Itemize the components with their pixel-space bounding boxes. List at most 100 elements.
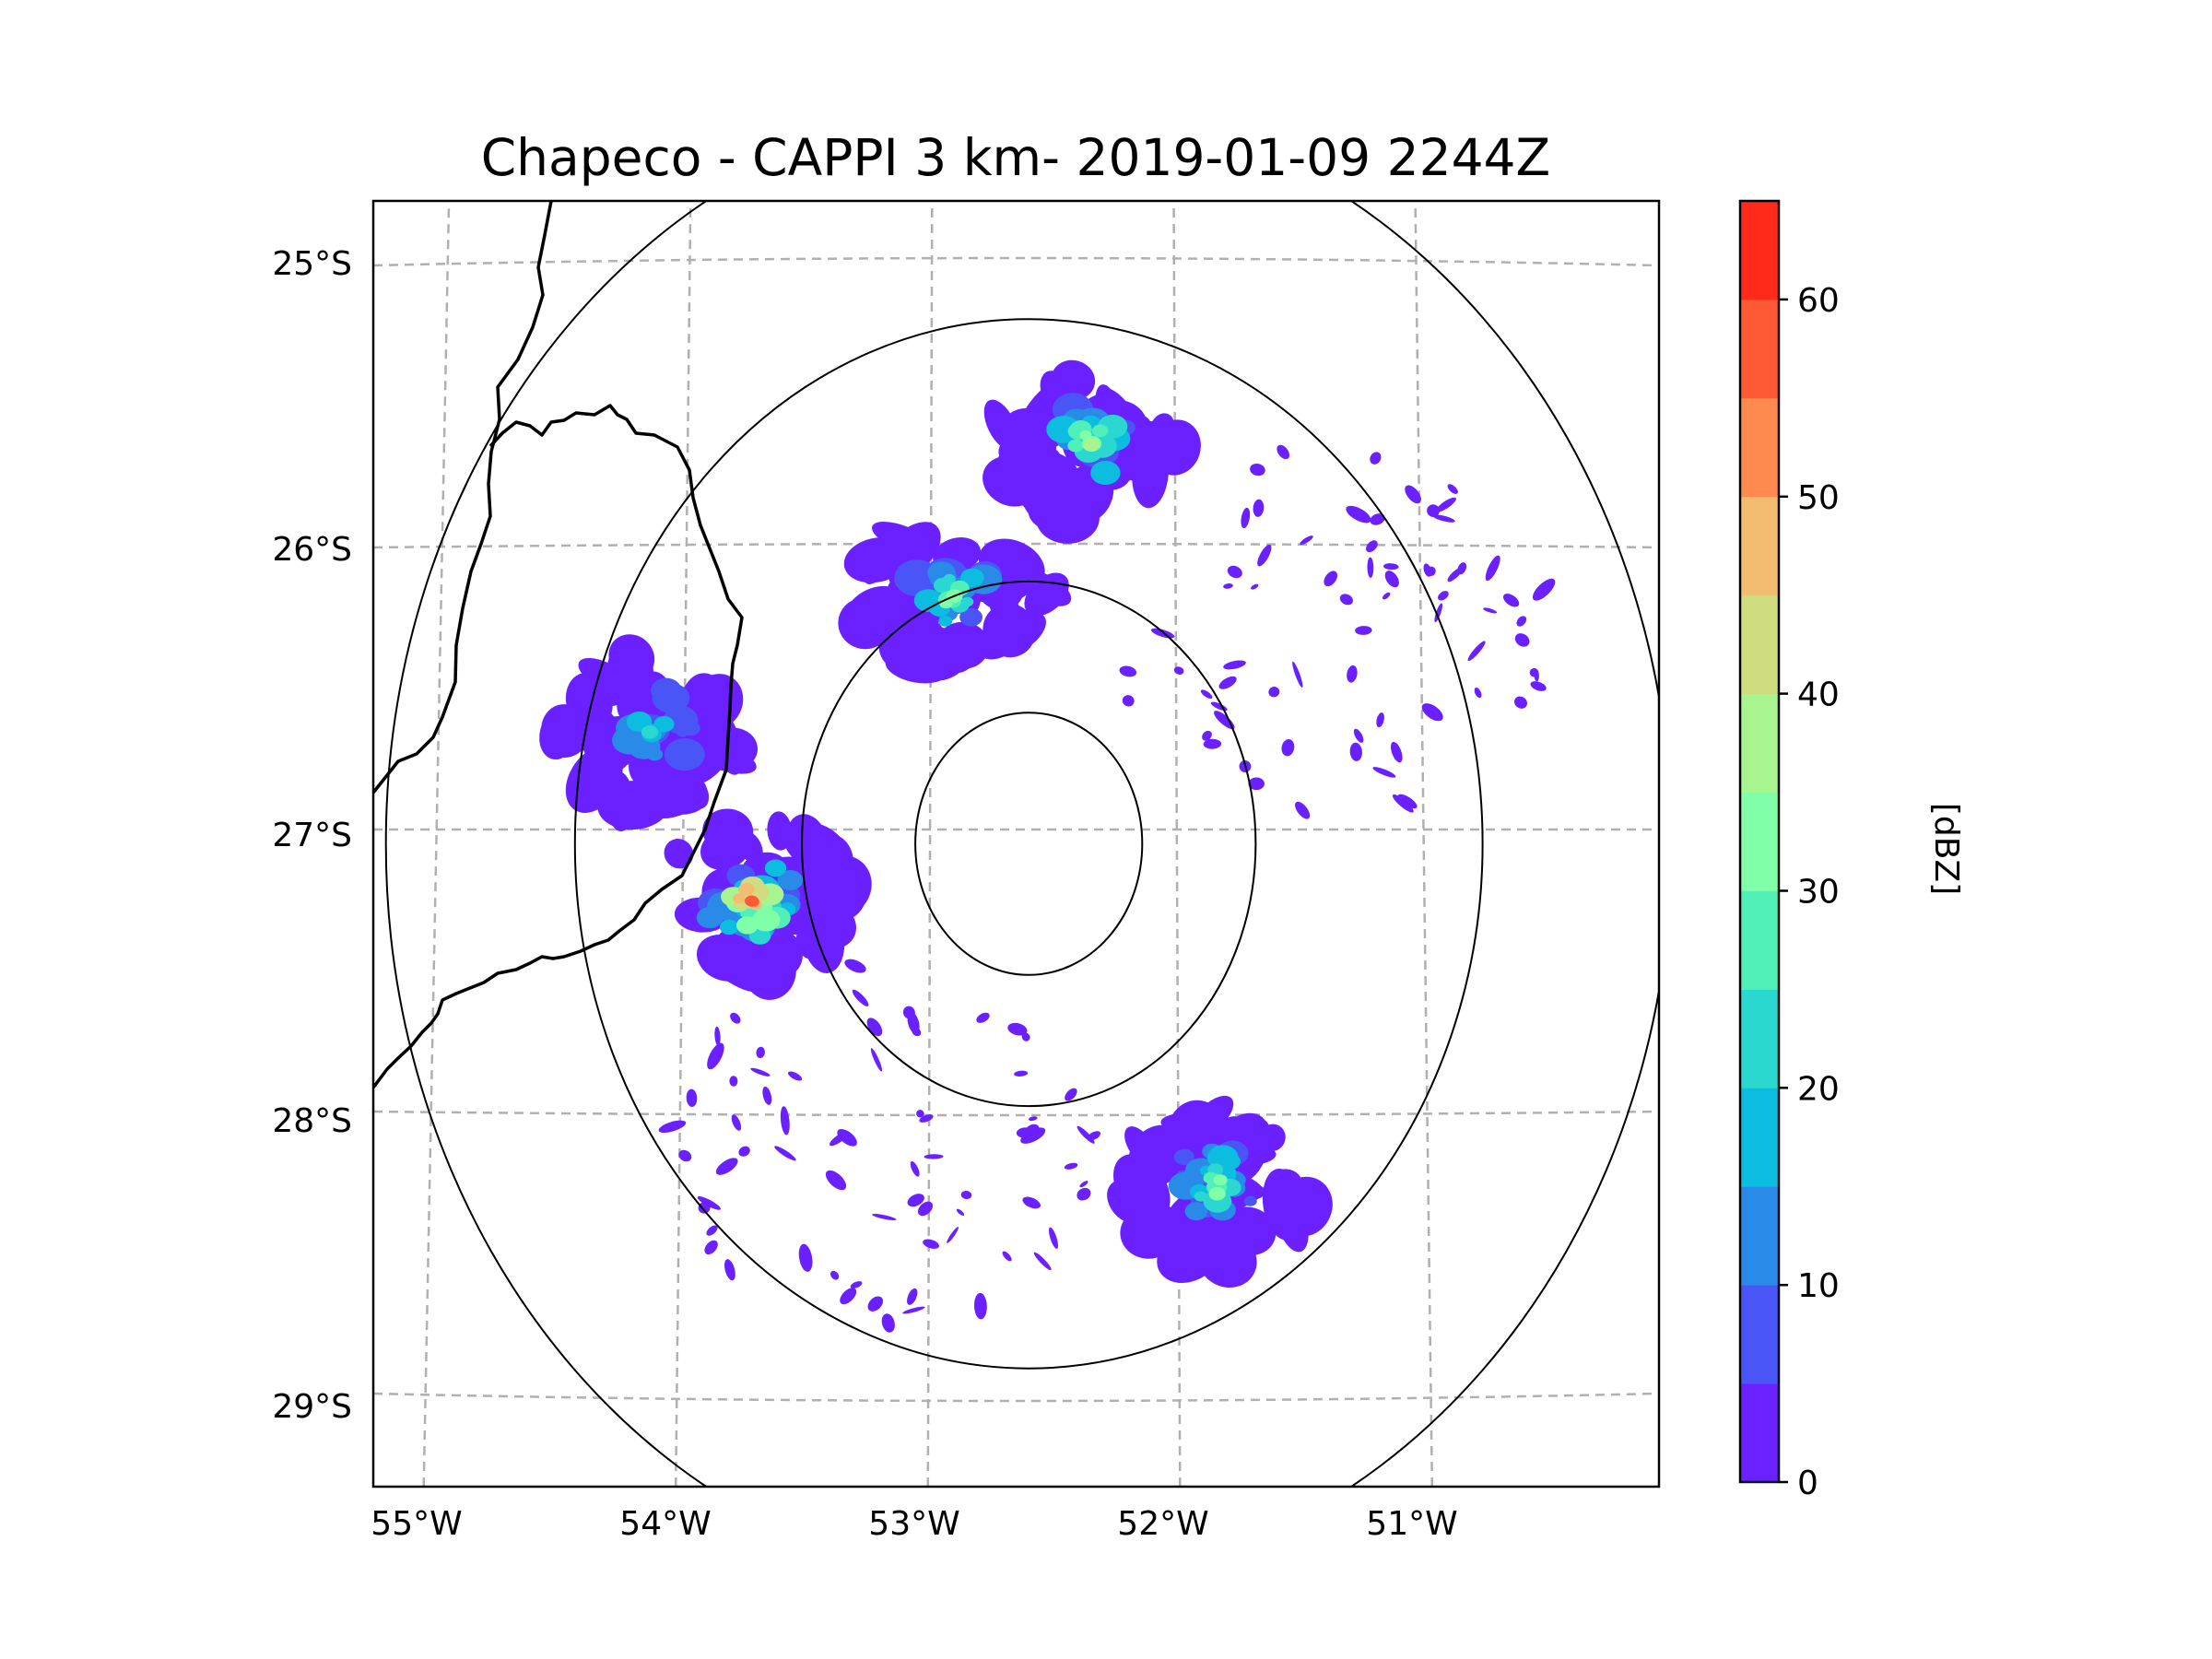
chart-title: Chapeco - CAPPI 3 km- 2019-01-09 2244Z (481, 128, 1550, 187)
echo-cell (1150, 628, 1175, 639)
echo-cell (1119, 665, 1137, 677)
border-paraguay-brazil (373, 201, 553, 794)
echo-cell (731, 1114, 742, 1131)
echo-cell (1064, 1162, 1078, 1170)
colorbar-tick-label: 60 (1797, 282, 1840, 320)
echo-cell (1122, 695, 1135, 707)
echo-cell (1300, 535, 1313, 546)
echo-cell (1028, 1116, 1038, 1122)
echo-cell (821, 867, 867, 921)
colorbar-segment (1740, 397, 1779, 498)
echo-cell (780, 1106, 790, 1135)
echo-cell (910, 1161, 920, 1177)
echo-core (751, 909, 781, 932)
echo-cell (597, 781, 670, 830)
echo-core (1079, 429, 1092, 441)
echo-cell (1434, 603, 1443, 623)
meridian-line (926, 201, 934, 1487)
echo-core (1213, 1174, 1228, 1186)
echo-cell (843, 537, 909, 583)
echo-cell (1200, 689, 1213, 700)
echo-cell (1251, 583, 1259, 590)
colorbar-tick-label: 30 (1797, 874, 1840, 912)
colorbar-segment (1740, 890, 1779, 990)
echo-cell (917, 1201, 934, 1217)
echo-core (676, 726, 689, 737)
colorbar-tick-label: 20 (1797, 1070, 1840, 1108)
echo-cell (1016, 1127, 1033, 1138)
echo-cell (1227, 565, 1242, 579)
echo-cell (1022, 1196, 1041, 1209)
echo-cell (912, 1027, 922, 1037)
echo-cell (872, 522, 935, 555)
echo-core (1184, 1202, 1208, 1221)
x-tick-label: 53°W (868, 1505, 959, 1543)
echo-core (1092, 424, 1109, 438)
echo-cell (1349, 742, 1362, 761)
echo-core (1208, 1187, 1226, 1201)
echo-core (938, 616, 953, 627)
echo-cell (844, 959, 866, 973)
echo-cell (1049, 1227, 1058, 1249)
y-tick-label: 29°S (272, 1388, 352, 1426)
echo-cell (1421, 703, 1443, 722)
echo-cell (1124, 1126, 1157, 1166)
echo-cell (1264, 1169, 1302, 1200)
echo-cell (1432, 514, 1455, 523)
echo-core (719, 919, 739, 935)
echo-cell (866, 1018, 883, 1037)
colorbar-label: [dBZ] (1927, 803, 1965, 895)
echo-cell (840, 1288, 857, 1305)
parallel-line (373, 1110, 1659, 1117)
x-tick-label: 54°W (619, 1505, 711, 1543)
echo-core (1083, 440, 1100, 452)
echo-cell (1149, 413, 1175, 443)
echo-cell (698, 1202, 711, 1214)
echo-cell (738, 1146, 750, 1157)
echo-cell (1253, 499, 1265, 517)
echo-cell (919, 1114, 934, 1123)
echo-core (652, 683, 690, 713)
echo-core (1218, 1152, 1241, 1171)
colorbar-segment (1740, 201, 1779, 300)
echo-core (959, 607, 982, 627)
echo-cell (1392, 794, 1414, 813)
echo-cell (850, 1281, 863, 1288)
echo-cell (1516, 616, 1527, 627)
echo-cell (1277, 444, 1290, 460)
echo-cell (762, 1086, 772, 1105)
echo-cell (697, 1196, 721, 1210)
colorbar-segment (1740, 693, 1779, 793)
echo-region (658, 959, 1100, 1333)
echo-region (539, 634, 758, 832)
echo-cell (916, 1110, 924, 1118)
echo-cell (1405, 485, 1421, 504)
echo-cell (1483, 607, 1498, 614)
echo-cell (1088, 1131, 1100, 1141)
echo-cell (1382, 592, 1391, 600)
echo-region (1119, 444, 1556, 819)
echo-cell (870, 1048, 883, 1072)
echo-cell (1250, 463, 1265, 477)
echo-cell (1397, 794, 1418, 809)
echo-cell (1218, 676, 1237, 689)
echo-cell (1370, 452, 1382, 465)
echo-cell (1268, 687, 1280, 698)
echo-cell (730, 1012, 741, 1024)
echo-cell (1339, 594, 1353, 606)
echo-cell (715, 1158, 738, 1175)
echo-cell (1355, 626, 1372, 635)
colorbar-segment (1740, 1088, 1779, 1187)
echo-cell (1002, 1251, 1012, 1262)
echo-cell (1474, 687, 1482, 699)
echo-cell (907, 1288, 918, 1305)
echo-cell (976, 1012, 990, 1023)
x-tick-label: 55°W (371, 1505, 462, 1543)
echo-cell (1077, 1187, 1091, 1201)
echo-cell (924, 1154, 944, 1159)
echo-cell (1241, 507, 1251, 529)
echo-cell (788, 1071, 803, 1081)
range-ring (384, 201, 1659, 1487)
echo-cell (1384, 571, 1399, 588)
